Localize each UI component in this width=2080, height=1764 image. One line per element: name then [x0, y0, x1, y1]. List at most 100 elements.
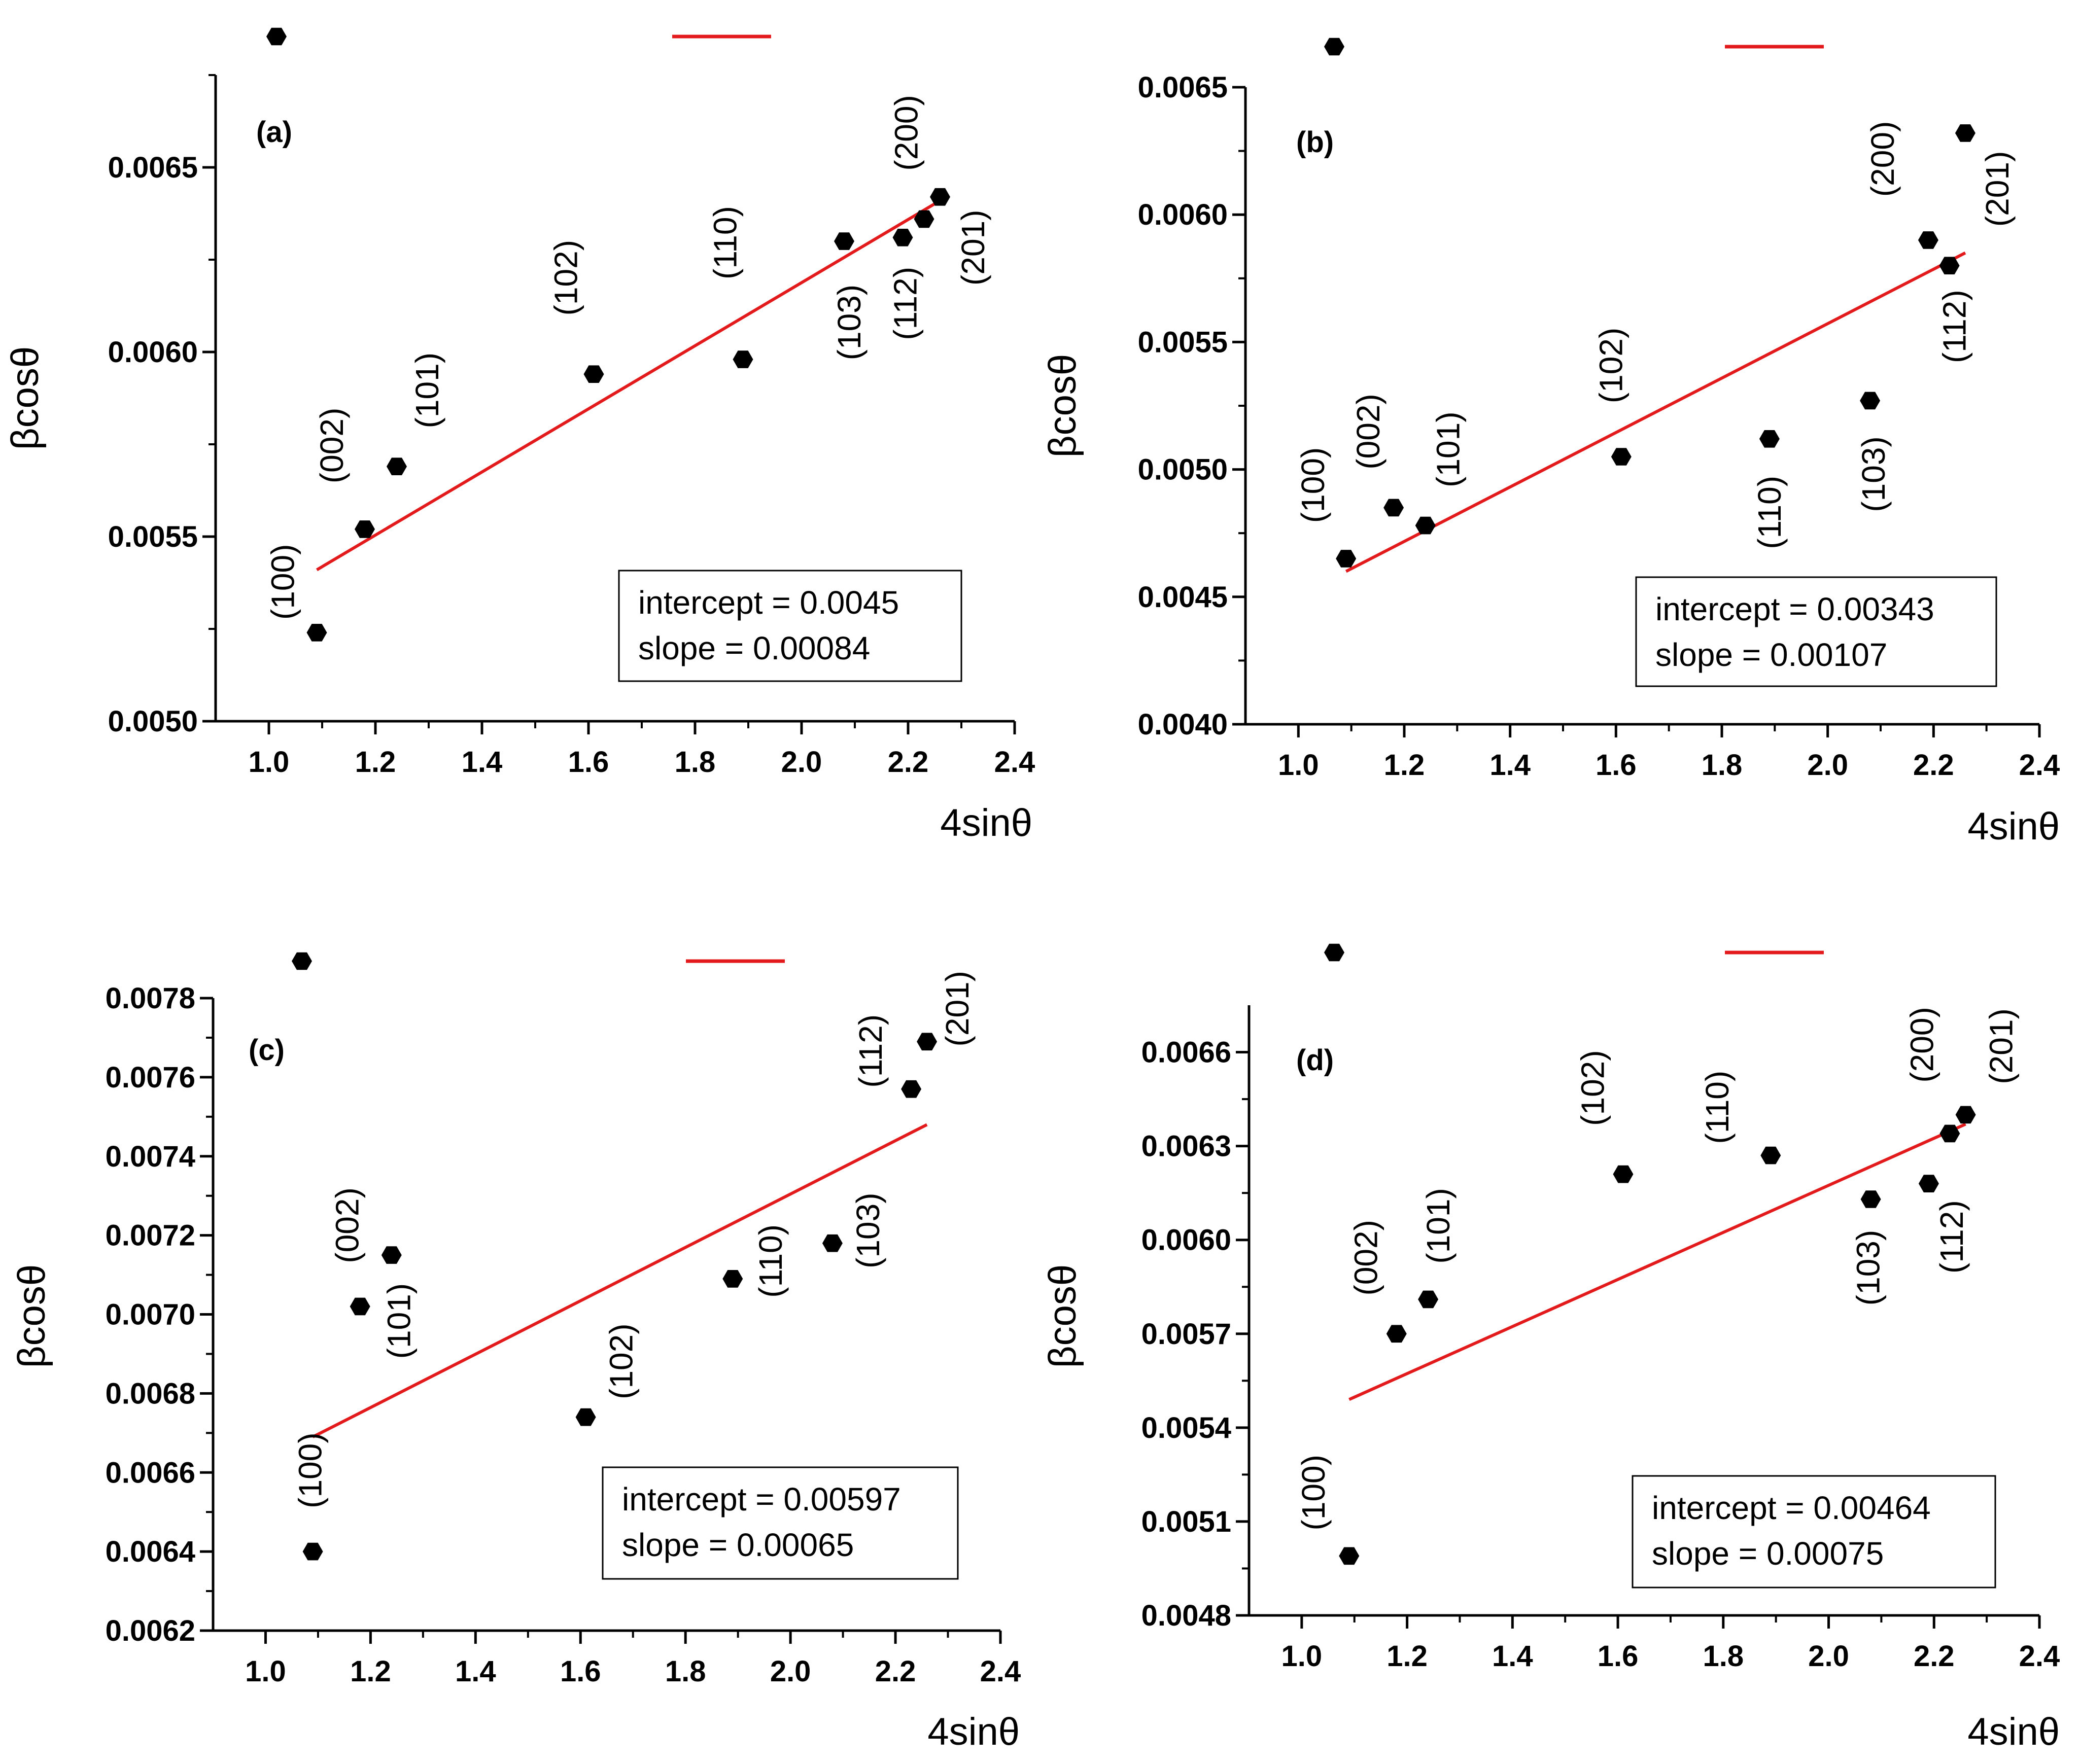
x-tick-label: 2.4: [2019, 1640, 2060, 1673]
slope-text: slope = 0.00084: [638, 630, 870, 666]
data-point-112: [901, 1080, 922, 1098]
data-point-103: [834, 232, 854, 250]
panel-tag: (d): [1296, 1044, 1334, 1077]
hkl-label: (200): [888, 95, 924, 170]
data-point-002: [1383, 499, 1404, 517]
data-point-200: [1918, 231, 1938, 249]
hkl-label: (103): [1855, 436, 1892, 512]
hkl-label: (102): [1593, 328, 1630, 403]
x-tick-label: 1.0: [249, 746, 290, 779]
wh-fit-line: [1345, 251, 1966, 573]
x-axis-title: 4sinθ: [940, 801, 1032, 844]
y-tick-label: 0.0060: [108, 336, 198, 369]
data-point-110: [1759, 430, 1780, 448]
data-point-101: [1418, 1290, 1439, 1309]
slope-text: slope = 0.00065: [622, 1527, 854, 1563]
x-tick-label: 1.8: [1702, 749, 1743, 782]
hkl-label: (102): [603, 1323, 640, 1399]
hkl-label: (002): [329, 1187, 366, 1263]
data-point-103: [1860, 392, 1881, 410]
y-tick-label: 0.0066: [1141, 1036, 1231, 1069]
hkl-label: (201): [955, 210, 991, 286]
y-axis-title: βcosθ: [1041, 354, 1084, 457]
y-tick-label: 0.0055: [1138, 326, 1228, 359]
chart-panel-b: 1.0 1.2 1.4 1.6 1.8 2.0 2.2 2.4 0.0040 0.0045 0.00…: [1041, 38, 2060, 848]
data-point-103: [1860, 1190, 1881, 1208]
hkl-label: (110): [1751, 476, 1788, 549]
data-point-110: [1760, 1146, 1781, 1165]
intercept-text: intercept = 0.00597: [622, 1481, 901, 1518]
x-tick-label: 2.0: [781, 746, 822, 779]
hkl-label: (201): [1979, 151, 2016, 227]
data-point-103: [822, 1234, 843, 1252]
hkl-label: (101): [1420, 1188, 1457, 1263]
data-point-102: [1613, 1165, 1634, 1183]
hkl-label: (200): [1903, 1007, 1940, 1082]
data-point-110: [733, 350, 753, 368]
x-axis-title: 4sinθ: [1967, 1710, 2060, 1753]
data-point-100: [1339, 1547, 1360, 1565]
hkl-label: (100): [264, 544, 301, 620]
x-tick-label: 2.2: [888, 746, 929, 779]
y-tick-label: 0.0051: [1141, 1505, 1231, 1538]
hkl-label: (102): [547, 240, 584, 315]
hkl-label: (112): [1933, 1200, 1970, 1274]
hkl-label: (201): [1983, 1008, 2019, 1084]
x-tick-label: 1.4: [1492, 1640, 1533, 1673]
data-point-002: [350, 1297, 370, 1316]
y-tick-label: 0.0070: [106, 1298, 195, 1331]
x-tick-label: 1.2: [350, 1655, 391, 1688]
hkl-label: (110): [1699, 1071, 1736, 1144]
fit-stats-box: intercept = 0.00464 slope = 0.00075: [1632, 1475, 1996, 1589]
y-tick-label: 0.0063: [1141, 1130, 1231, 1163]
x-tick-label: 1.2: [1386, 1640, 1428, 1673]
hkl-label: (103): [1850, 1230, 1887, 1306]
chart-panel-c: 1.0 1.2 1.4 1.6 1.8 2.0 2.2 2.4 0.0062 0.0064 0.00…: [10, 952, 1021, 1753]
hkl-label: (110): [752, 1224, 789, 1298]
intercept-text: intercept = 0.0045: [638, 584, 899, 621]
wh-fit-line: [316, 199, 941, 572]
hkl-label: (103): [831, 285, 868, 360]
x-tick-label: 2.0: [1808, 1640, 1849, 1673]
panel-tag: (a): [256, 116, 292, 149]
legend: [1324, 38, 1824, 56]
y-tick-label: 0.0060: [1141, 1224, 1231, 1257]
hkl-label: (100): [1295, 447, 1331, 523]
hkl-label: (101): [381, 1283, 418, 1359]
data-point-102: [1611, 448, 1632, 466]
x-tick-label: 1.6: [568, 746, 609, 779]
slope-text: slope = 0.00107: [1655, 637, 1887, 673]
x-tick-label: 2.4: [980, 1655, 1021, 1688]
data-point-101: [381, 1246, 402, 1264]
legend-point-marker: [1324, 943, 1344, 962]
hkl-label: (201): [939, 971, 976, 1046]
y-tick-label: 0.0065: [1138, 71, 1228, 104]
data-point-112: [1939, 257, 1960, 274]
x-tick-label: 2.0: [1807, 749, 1848, 782]
hkl-label: (110): [707, 206, 743, 279]
wh-fit-line: [312, 1123, 928, 1438]
y-tick-label: 0.0072: [106, 1219, 195, 1252]
hkl-label: (101): [1430, 411, 1467, 487]
panel-tag: (c): [249, 1034, 285, 1067]
x-tick-label: 1.0: [245, 1655, 286, 1688]
panel-tag: (b): [1296, 126, 1334, 159]
x-tick-label: 1.6: [560, 1655, 601, 1688]
chart-panel-a: 1.0 1.2 1.4 1.6 1.8 2.0 2.2 2.4 0.0050 0.0055 0.00…: [4, 27, 1035, 844]
x-tick-label: 1.2: [1384, 749, 1425, 782]
x-tick-label: 2.4: [2019, 749, 2060, 782]
y-axis-title: βcosθ: [1041, 1264, 1084, 1368]
x-axis-title: 4sinθ: [1967, 805, 2060, 848]
x-tick-label: 1.0: [1278, 749, 1319, 782]
hkl-label: (112): [1936, 290, 1973, 363]
x-tick-label: 1.0: [1281, 1640, 1323, 1673]
data-point-100: [302, 1542, 323, 1561]
y-tick-label: 0.0062: [106, 1614, 195, 1647]
slope-text: slope = 0.00075: [1652, 1535, 1884, 1572]
y-tick-label: 0.0057: [1141, 1318, 1231, 1351]
data-point-112: [1918, 1175, 1939, 1192]
data-point-102: [575, 1408, 596, 1426]
y-tick-label: 0.0076: [106, 1061, 195, 1094]
data-point-101: [1415, 516, 1436, 535]
